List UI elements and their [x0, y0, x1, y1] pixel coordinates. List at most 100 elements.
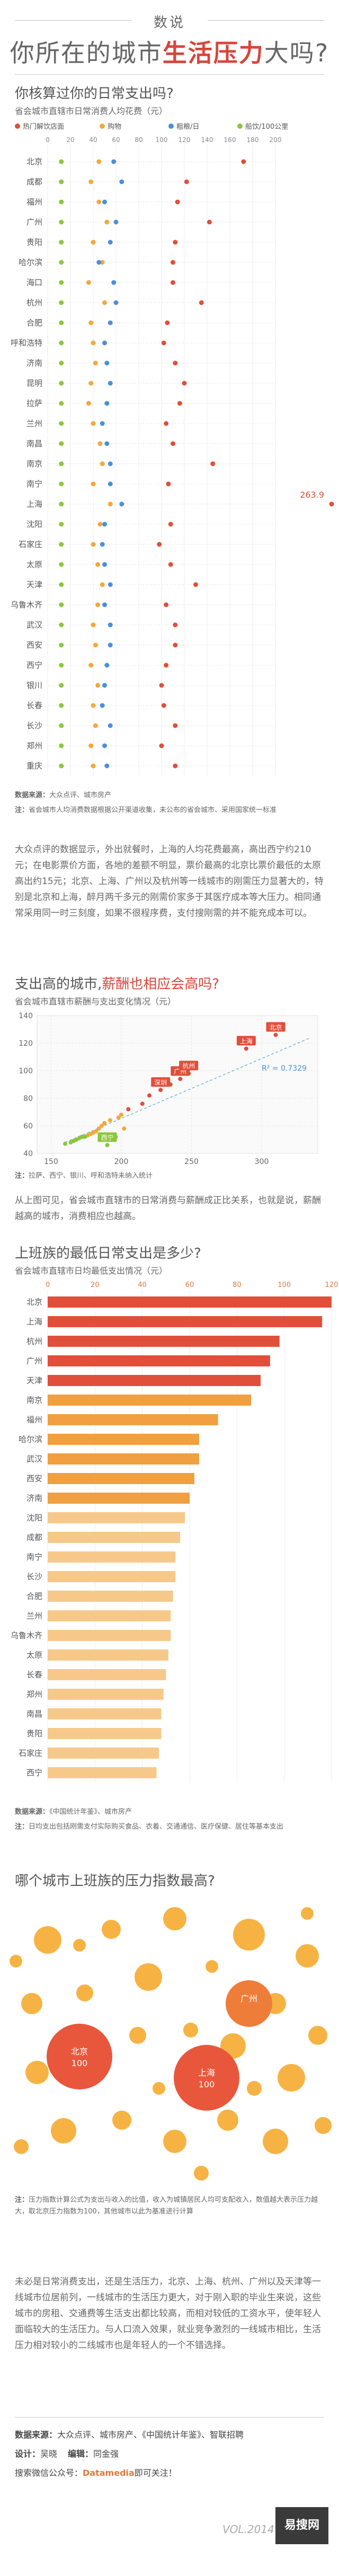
section3-title: 上班族的最低日常支出是多少?	[15, 1246, 201, 1261]
data-point	[166, 481, 171, 487]
data-point	[59, 602, 64, 607]
data-point	[96, 260, 102, 265]
data-point	[164, 663, 169, 668]
data-point	[97, 441, 103, 446]
scatter-point	[126, 1107, 131, 1111]
pressure-bubble	[263, 2129, 288, 2154]
data-point	[102, 743, 107, 748]
data-point	[91, 340, 96, 346]
data-point	[104, 441, 110, 446]
data-point	[102, 602, 107, 607]
data-point	[108, 582, 113, 587]
data-point	[108, 642, 113, 648]
bar	[48, 1728, 162, 1739]
data-point	[175, 199, 180, 205]
pressure-bubble	[206, 1960, 218, 1973]
bar	[48, 1316, 323, 1327]
data-point	[168, 562, 173, 567]
city-tag-bg	[266, 1022, 286, 1032]
section3-note: 注：日均支出包括刚需支付实际购买食品、衣着、交通通信、医疗保健、居住等基本支出	[15, 1823, 284, 1831]
data-point	[59, 622, 64, 628]
city-label: 天津	[26, 580, 42, 589]
footer-follow: 搜索微信公众号：Datamedia即可关注！	[15, 2468, 177, 2478]
data-point	[59, 219, 64, 225]
data-point	[91, 240, 96, 245]
bar	[48, 1336, 280, 1347]
legend-item-dining: 热门解饮店面	[15, 121, 64, 131]
bar	[48, 1296, 332, 1308]
section2-title: 支出高的城市,薪酬也相应会高吗?	[15, 976, 220, 992]
data-point	[104, 401, 110, 406]
data-point	[93, 360, 98, 366]
data-point	[59, 542, 64, 547]
data-point	[102, 683, 107, 688]
city-label: 太原	[26, 560, 42, 569]
city-label: 天津	[26, 1376, 42, 1386]
section4-title: 哪个城市上班族的压力指数最高?	[15, 1873, 215, 1889]
section3-subtitle: 省会城市直辖市日均最低支出情况（元）	[15, 1266, 168, 1276]
city-tag-bg	[151, 1077, 171, 1087]
trend-line	[65, 1037, 311, 1143]
bar	[48, 1355, 270, 1366]
data-point	[59, 421, 64, 426]
bar	[48, 1748, 159, 1759]
pressure-bubble	[34, 1926, 61, 1954]
y-tick-label: 140	[19, 1012, 33, 1020]
bar	[48, 1395, 252, 1406]
city-label: 重庆	[26, 761, 42, 771]
data-point	[102, 199, 107, 205]
city-label: 南京	[26, 459, 42, 469]
data-point	[100, 542, 105, 547]
city-label: 福州	[26, 197, 42, 207]
city-label: 拉萨	[26, 399, 42, 408]
scatter-point	[244, 1046, 248, 1051]
y-tick-label: 60	[23, 1122, 33, 1131]
data-point	[164, 421, 169, 426]
city-label: 长春	[26, 1670, 42, 1680]
data-point	[59, 381, 64, 386]
scatter-point	[158, 1088, 163, 1092]
footer-source: 数据来源：大众点评、城市房产、《中国统计年鉴》、智联招聘	[15, 2430, 244, 2440]
data-point	[193, 582, 198, 587]
city-label: 兰州	[26, 1611, 42, 1621]
x-tick-label: 120	[179, 136, 191, 144]
legend-item-grain: 粗粮/日	[168, 121, 199, 131]
data-point	[119, 501, 124, 507]
city-tag-label: 杭州	[182, 1062, 195, 1070]
bar	[48, 1493, 190, 1504]
scatter-point	[96, 1126, 101, 1131]
data-point	[108, 622, 113, 628]
data-point	[95, 683, 101, 688]
data-point	[100, 260, 105, 265]
data-point	[59, 481, 64, 487]
scatter-point	[108, 1118, 112, 1123]
scatter-point	[102, 1121, 107, 1125]
city-tag-bg	[97, 1132, 117, 1142]
section1-legend: 热门解饮店面 购物 粗粮/日 船饮/100公里	[15, 120, 327, 131]
data-point	[59, 240, 64, 245]
footer-rule	[15, 2417, 324, 2418]
data-point	[159, 683, 164, 688]
city-label: 哈尔滨	[19, 1435, 42, 1444]
scatter-point	[122, 1126, 127, 1131]
bar	[48, 1375, 261, 1386]
bar	[48, 1532, 181, 1543]
data-point	[59, 441, 64, 446]
data-point	[88, 320, 94, 325]
city-label: 杭州	[26, 298, 42, 307]
data-point	[59, 763, 64, 769]
pressure-bubble	[25, 2061, 49, 2084]
city-label: 长春	[26, 701, 42, 710]
header-rule-bottom	[15, 74, 324, 75]
x-tick-label: 60	[185, 1281, 194, 1289]
data-point	[59, 743, 64, 748]
data-point	[59, 280, 64, 285]
data-point	[59, 340, 64, 346]
data-point	[108, 481, 113, 487]
plot-area	[37, 1015, 318, 1154]
bubble-city-label: 北京	[71, 2046, 88, 2057]
city-label: 石家庄	[19, 1749, 42, 1758]
conclusion-paragraph: 未必是日常消费支出，还是生活压力，北京、上海、杭州、广州以及天津等一线城市位居前…	[15, 2277, 321, 2351]
data-point	[111, 280, 117, 285]
scatter-point	[273, 1033, 278, 1037]
